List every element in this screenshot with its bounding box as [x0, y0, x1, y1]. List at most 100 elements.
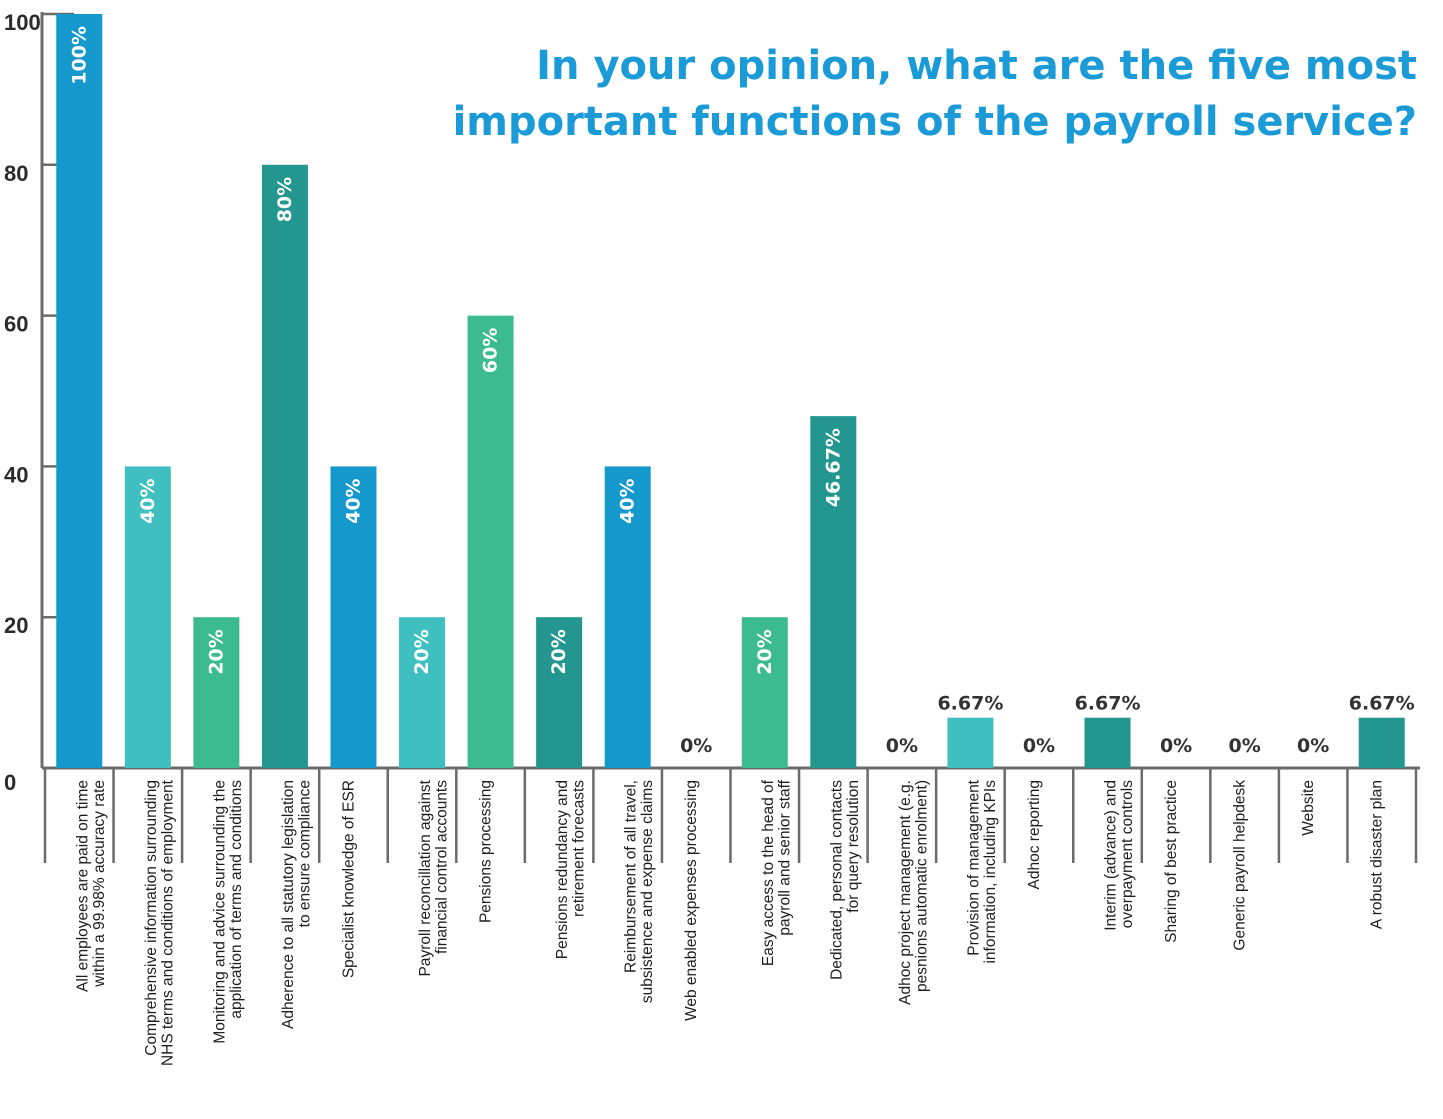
bar-value-label: 80% [274, 177, 296, 222]
bar [604, 466, 651, 768]
bars [56, 14, 1405, 769]
bar-value-label: 6.67% [937, 693, 1003, 715]
category-label-line: retirement forecasts [571, 780, 588, 917]
category-label-line: Adherence to all statutory legislation [280, 780, 297, 1029]
category-label-line: Website [1300, 780, 1317, 836]
bar-value-label: 46.67% [822, 428, 844, 507]
category-label-line: Pensions redundancy and [554, 780, 571, 959]
bar-value-label: 0% [1297, 735, 1329, 757]
category-label-line: Dedicated, personal contacts [828, 780, 845, 980]
bar-value-label: 100% [68, 26, 90, 85]
category-label: Payroll reconcillation againstfinancial … [417, 779, 451, 976]
category-label-line: overpayment controls [1119, 780, 1136, 928]
value-labels: 100% 40% 20% 80% 40% 20% 60% 20% 40% 0% 20% 46.67% 0… [68, 26, 1414, 757]
bar-value-label: 40% [342, 478, 364, 523]
y-tick-label: 20 [4, 613, 28, 638]
category-label: Provision of managementinformation, incl… [965, 779, 999, 963]
category-label-line: Interim (advance) and [1103, 780, 1120, 931]
bar-value-label: 6.67% [1075, 693, 1141, 715]
bar [330, 466, 377, 768]
category-label: Sharing of best practice [1163, 780, 1180, 943]
bar-value-label: 20% [754, 629, 776, 674]
bar [193, 617, 240, 768]
chart-title-line: important functions of the payroll servi… [453, 99, 1417, 145]
category-label-line: Reimbursement of all travel, [623, 780, 640, 973]
bar-value-label: 0% [886, 735, 918, 757]
category-label: Pensions redundancy andretirement foreca… [554, 780, 588, 959]
category-label: Reimbursement of all travel,subsistence … [623, 780, 657, 1003]
y-tick-label: 80 [4, 161, 28, 186]
category-label: All employees are paid on timewithin a 9… [74, 780, 108, 992]
category-label-line: to ensure compliance [296, 780, 313, 927]
chart-title-line: In your opinion, what are the five most [536, 43, 1417, 89]
y-tick-label: 0 [4, 770, 16, 795]
category-label: Comprehensive information surroundingNHS… [143, 779, 177, 1066]
y-tick-label: 40 [4, 462, 28, 487]
category-label-line: Payroll reconcillation against [417, 779, 434, 976]
category-label-line: Web enabled expenses processing [683, 780, 700, 1021]
bar [741, 617, 788, 768]
bar [261, 164, 308, 769]
category-label: Interim (advance) andoverpayment control… [1103, 780, 1137, 931]
category-label: Pensions processing [478, 780, 495, 923]
category-label: Easy access to the head ofpayroll and se… [760, 779, 794, 966]
category-label-line: Adhoc project management (e.g. [897, 780, 914, 1005]
bar [56, 14, 103, 768]
category-label: Generic payroll helpdesk [1232, 780, 1249, 951]
category-label-line: A robust disaster plan [1369, 780, 1386, 929]
category-label: A robust disaster plan [1369, 780, 1386, 929]
bar-value-label: 20% [205, 629, 227, 674]
bar-value-label: 20% [411, 629, 433, 674]
category-label: Specialist knowledge of ESR [340, 780, 357, 978]
category-label-line: All employees are paid on time [74, 780, 91, 992]
category-label-line: information, including KPIs [982, 780, 999, 964]
category-label-line: within a 99.98% accuracy rate [91, 780, 108, 988]
category-label-line: payroll and senior staff [776, 779, 793, 935]
category-label-line: Easy access to the head of [760, 779, 777, 966]
category-label: Monitoring and advice surrounding theapp… [211, 780, 245, 1044]
category-label-line: Monitoring and advice surrounding the [211, 780, 228, 1044]
y-tick-label: 60 [4, 312, 28, 337]
bar [536, 617, 583, 768]
bar-value-label: 20% [548, 629, 570, 674]
category-label-line: Comprehensive information surrounding [143, 780, 160, 1056]
bar [399, 617, 446, 768]
bar [1358, 717, 1405, 768]
y-tick-label: 100 [4, 10, 41, 35]
category-label-line: subsistence and expense claims [639, 780, 656, 1003]
bar-value-label: 0% [1228, 735, 1260, 757]
bar-value-label: 40% [617, 478, 639, 523]
category-label-line: Pensions processing [478, 780, 495, 923]
category-label-line: financial control accounts [434, 780, 451, 954]
category-label-line: Generic payroll helpdesk [1232, 780, 1249, 951]
bar [810, 416, 857, 768]
bar [1084, 717, 1131, 768]
bar [947, 717, 994, 768]
category-label-line: Provision of management [965, 779, 982, 955]
category-label-line: for query resolution [845, 780, 862, 913]
bar [467, 315, 514, 768]
bar-value-label: 6.67% [1349, 693, 1415, 715]
category-label-line: NHS terms and conditions of employment [159, 779, 176, 1066]
category-label-line: Adhoc reporting [1026, 780, 1043, 889]
category-label: Dedicated, personal contactsfor query re… [828, 780, 862, 980]
bar [124, 466, 171, 768]
bar-value-label: 0% [680, 735, 712, 757]
category-label-line: Specialist knowledge of ESR [340, 780, 357, 978]
category-label: Website [1300, 780, 1317, 836]
category-label-line: application of terms and conditions [228, 780, 245, 1019]
category-label-line: pesnions automatic enrolment) [913, 780, 930, 992]
chart-title: In your opinion, what are the five most i… [453, 43, 1417, 145]
category-label: Adhoc reporting [1026, 780, 1043, 889]
category-label-line: Sharing of best practice [1163, 780, 1180, 943]
bar-value-label: 60% [480, 328, 502, 373]
bar-value-label: 0% [1023, 735, 1055, 757]
category-label: Adherence to all statutory legislationto… [280, 780, 314, 1029]
bar-value-label: 0% [1160, 735, 1192, 757]
category-label: Web enabled expenses processing [683, 780, 700, 1021]
bar-value-label: 40% [137, 478, 159, 523]
category-label: Adhoc project management (e.g.pesnions a… [897, 780, 931, 1005]
category-labels: All employees are paid on timewithin a 9… [74, 779, 1385, 1066]
